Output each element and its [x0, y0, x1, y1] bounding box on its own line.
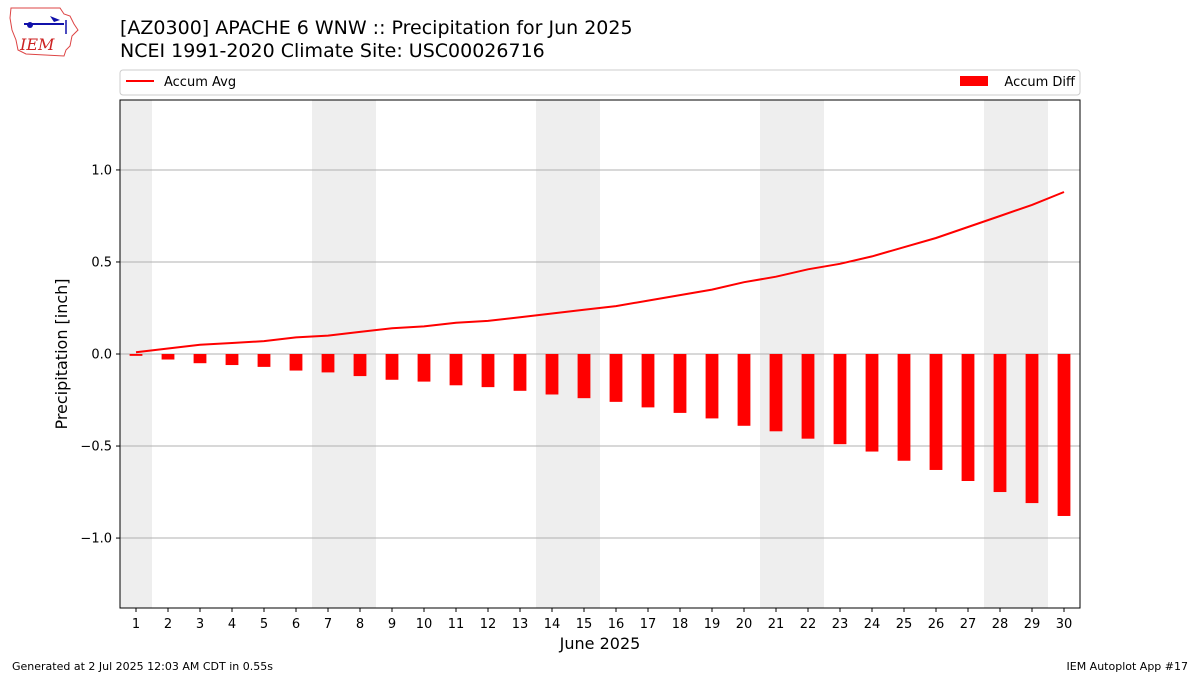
legend-accum-avg-label: Accum Avg [164, 75, 236, 90]
x-axis-label: June 2025 [559, 634, 641, 653]
accum-diff-bar [993, 354, 1007, 493]
accum-diff-bar [513, 354, 527, 391]
wind-vane [50, 16, 60, 22]
x-tick-label: 25 [896, 617, 913, 632]
x-tick-label: 9 [388, 617, 396, 632]
x-tick-label: 21 [768, 617, 785, 632]
accum-diff-bar [449, 354, 463, 386]
accum-diff-bar [609, 354, 623, 402]
generated-timestamp: Generated at 2 Jul 2025 12:03 AM CDT in … [12, 660, 273, 673]
accum-diff-bar [225, 354, 239, 366]
x-tick-label: 17 [640, 617, 657, 632]
y-tick-label: 0.0 [91, 348, 112, 363]
logo-text: IEM [19, 35, 55, 54]
x-tick-label: 23 [832, 617, 849, 632]
x-tick-label: 8 [356, 617, 364, 632]
x-tick-label: 11 [448, 617, 465, 632]
accum-diff-bar [321, 354, 335, 373]
accum-diff-bar [289, 354, 303, 371]
accum-diff-bar [545, 354, 559, 395]
legend-box [119, 69, 1081, 96]
x-tick-label: 27 [960, 617, 977, 632]
x-tick-label: 16 [608, 617, 625, 632]
accum-diff-bar [641, 354, 655, 408]
x-tick-label: 10 [416, 617, 433, 632]
accum-avg-line [135, 191, 1065, 354]
y-tick-label: 1.0 [91, 163, 112, 178]
x-tick-label: 3 [196, 617, 204, 632]
legend-accum-diff-label: Accum Diff [1004, 75, 1076, 90]
x-tick-label: 18 [672, 617, 689, 632]
accum-diff-bar [161, 354, 175, 360]
y-axis-ticks: −1.0 −0.5 0.0 0.5 1.0 [80, 163, 120, 547]
accum-diff-bar [737, 354, 751, 426]
x-tick-label: 15 [576, 617, 593, 632]
x-tick-label: 2 [164, 617, 172, 632]
chart-title: [AZ0300] APACHE 6 WNW :: Precipitation f… [120, 17, 633, 39]
accum-diff-bar [417, 354, 431, 382]
accum-diff-bar [865, 354, 879, 452]
y-tick-label: −0.5 [80, 440, 112, 455]
y-axis-label: Precipitation [inch] [52, 278, 71, 429]
accum-diff-bar [833, 354, 847, 445]
x-tick-label: 24 [864, 617, 881, 632]
accum-diff-bar [673, 354, 687, 413]
x-tick-label: 6 [292, 617, 300, 632]
x-tick-label: 4 [228, 617, 236, 632]
accum-diff-bars [129, 354, 1071, 516]
accum-diff-bar [769, 354, 783, 432]
legend: Accum Avg Accum Diff [119, 69, 1081, 96]
accum-diff-bar [929, 354, 943, 470]
x-tick-label: 19 [704, 617, 721, 632]
x-axis-ticks: 1 2 3 4 5 6 7 8 9 10 11 12 13 14 15 16 17 18 19 20 21 22 23 24 2… [132, 608, 1072, 632]
x-tick-label: 5 [260, 617, 268, 632]
x-tick-label: 14 [544, 617, 561, 632]
x-tick-label: 29 [1024, 617, 1041, 632]
accum-diff-bar [705, 354, 719, 419]
x-tick-label: 30 [1056, 617, 1073, 632]
accum-diff-bar [257, 354, 271, 367]
x-tick-label: 12 [480, 617, 497, 632]
x-tick-label: 13 [512, 617, 529, 632]
accum-diff-bar [129, 354, 143, 356]
accum-diff-bar [1057, 354, 1071, 516]
y-tick-label: 0.5 [91, 255, 112, 270]
x-tick-label: 1 [132, 617, 140, 632]
accum-diff-bar [961, 354, 975, 481]
accum-diff-bar [801, 354, 815, 439]
accum-diff-bar [353, 354, 367, 377]
accum-diff-bar [385, 354, 399, 380]
legend-accum-diff-swatch [960, 76, 988, 86]
iem-logo: IEM [9, 7, 79, 57]
iowa-state-outline [9, 7, 79, 57]
accum-diff-bar [897, 354, 911, 461]
x-tick-label: 26 [928, 617, 945, 632]
x-tick-label: 22 [800, 617, 817, 632]
chart-subtitle: NCEI 1991-2020 Climate Site: USC00026716 [120, 40, 545, 62]
x-tick-label: 20 [736, 617, 753, 632]
weather-station-dot [27, 22, 33, 28]
accum-diff-bar [1025, 354, 1039, 504]
app-credit: IEM Autoplot App #17 [1066, 660, 1189, 673]
y-tick-label: −1.0 [80, 532, 112, 547]
accum-diff-bar [481, 354, 495, 388]
accum-diff-bar [577, 354, 591, 399]
x-tick-label: 28 [992, 617, 1009, 632]
accum-diff-bar [193, 354, 207, 364]
x-tick-label: 7 [324, 617, 332, 632]
grid-lines [120, 169, 1080, 539]
